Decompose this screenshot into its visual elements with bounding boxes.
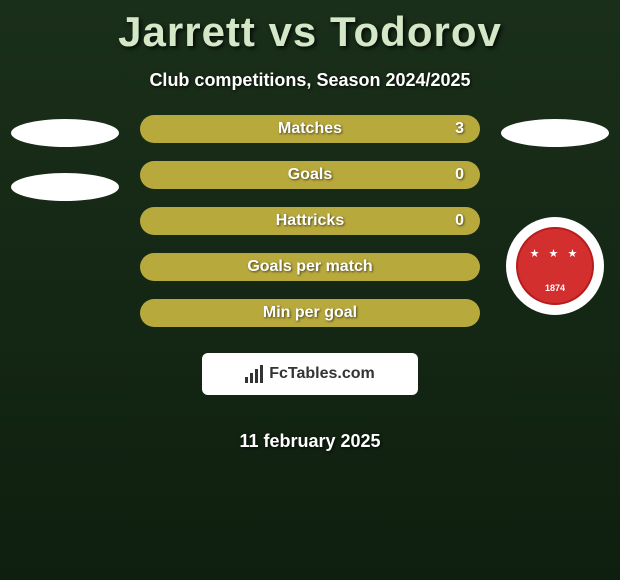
stat-bar-hattricks: Hattricks 0 bbox=[140, 207, 480, 235]
stat-label: Goals bbox=[288, 166, 332, 184]
player-ellipse bbox=[501, 119, 609, 147]
content-row: Matches 3 Goals 0 Hattricks 0 Goals per … bbox=[0, 115, 620, 452]
stat-bar-goals: Goals 0 bbox=[140, 161, 480, 189]
right-column: ★ ★ ★ 1874 bbox=[490, 115, 620, 315]
brand-text: FcTables.com bbox=[269, 365, 375, 383]
chart-icon bbox=[245, 365, 263, 383]
stat-label: Min per goal bbox=[263, 304, 357, 322]
page-title: Jarrett vs Todorov bbox=[0, 0, 620, 56]
stat-value: 0 bbox=[455, 166, 464, 184]
badge-stars: ★ ★ ★ bbox=[530, 247, 581, 260]
stat-value: 3 bbox=[455, 120, 464, 138]
player-ellipse bbox=[11, 119, 119, 147]
left-column bbox=[0, 115, 130, 227]
brand-box: FcTables.com bbox=[202, 353, 418, 395]
date-text: 11 february 2025 bbox=[239, 431, 380, 452]
stat-bar-matches: Matches 3 bbox=[140, 115, 480, 143]
stat-label: Goals per match bbox=[247, 258, 372, 276]
stat-bar-gpm: Goals per match bbox=[140, 253, 480, 281]
club-ellipse bbox=[11, 173, 119, 201]
stats-column: Matches 3 Goals 0 Hattricks 0 Goals per … bbox=[130, 115, 490, 452]
badge-year: 1874 bbox=[545, 283, 565, 293]
stat-label: Hattricks bbox=[276, 212, 344, 230]
subtitle: Club competitions, Season 2024/2025 bbox=[0, 70, 620, 91]
badge-inner: ★ ★ ★ 1874 bbox=[516, 227, 594, 305]
stat-value: 0 bbox=[455, 212, 464, 230]
club-badge: ★ ★ ★ 1874 bbox=[506, 217, 604, 315]
stat-label: Matches bbox=[278, 120, 342, 138]
stat-bar-mpg: Min per goal bbox=[140, 299, 480, 327]
